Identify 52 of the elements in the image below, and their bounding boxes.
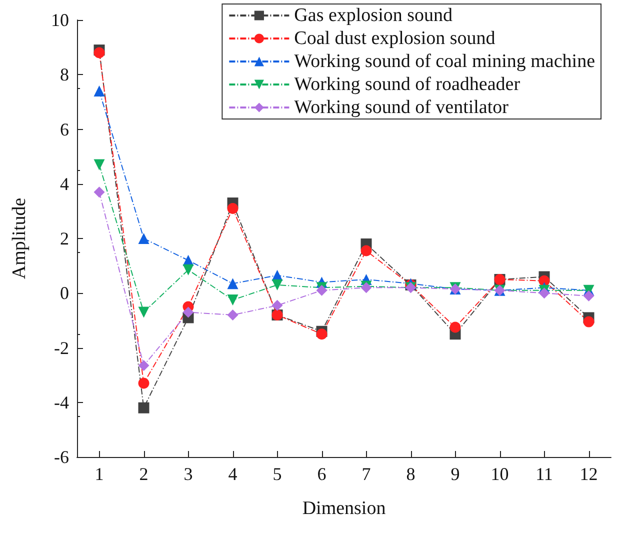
point — [138, 306, 150, 318]
point — [227, 202, 238, 214]
point — [538, 288, 550, 299]
x-tick-label: 12 — [580, 464, 598, 484]
x-axis-title: Dimension — [302, 498, 386, 519]
legend-label: Gas explosion sound — [294, 5, 453, 26]
y-tick-label: 8 — [60, 64, 69, 85]
y-tick-label: 0 — [60, 283, 69, 304]
x-tick-label: 2 — [139, 464, 148, 484]
x-tick-label: 8 — [406, 464, 416, 484]
point — [583, 290, 594, 302]
x-tick-label: 6 — [317, 464, 326, 484]
point — [138, 233, 150, 244]
point — [450, 322, 461, 333]
point — [94, 86, 105, 97]
point — [583, 316, 594, 328]
point — [94, 47, 105, 58]
point — [138, 378, 150, 389]
y-tick-label: -2 — [54, 338, 69, 358]
x-tick-label: 10 — [490, 464, 509, 484]
y-tick-label: -4 — [54, 392, 69, 412]
x-tick-label: 3 — [184, 464, 193, 484]
x-tick-label: 9 — [450, 464, 460, 484]
y-tick-label: 6 — [60, 119, 69, 140]
point — [316, 284, 328, 296]
point — [138, 402, 150, 414]
y-tick-label: -6 — [54, 447, 69, 467]
legend-label: Coal dust explosion sound — [294, 28, 496, 49]
point — [316, 328, 328, 340]
legend-label: Working sound of coal mining machine — [294, 51, 595, 72]
point — [138, 360, 150, 372]
x-tick-label: 4 — [228, 464, 238, 484]
y-axis-title: Amplitude — [9, 198, 30, 280]
y-tick-label: 10 — [51, 10, 69, 30]
point — [272, 279, 283, 290]
y-tick-label: 4 — [60, 174, 69, 194]
point — [94, 159, 105, 170]
legend-label: Working sound of roadheader — [294, 74, 521, 95]
x-tick-label: 1 — [94, 464, 104, 484]
point — [227, 278, 238, 290]
legend-label: Working sound of ventilator — [294, 97, 510, 118]
point — [227, 309, 238, 320]
x-tick-label: 5 — [272, 464, 282, 484]
point — [182, 264, 194, 276]
point — [94, 186, 105, 198]
x-tick-label: 7 — [362, 464, 371, 484]
y-tick-label: 2 — [60, 228, 69, 248]
point — [360, 245, 372, 256]
point — [227, 294, 238, 306]
point — [182, 306, 194, 318]
point — [272, 300, 283, 311]
x-tick-label: 11 — [536, 464, 553, 484]
